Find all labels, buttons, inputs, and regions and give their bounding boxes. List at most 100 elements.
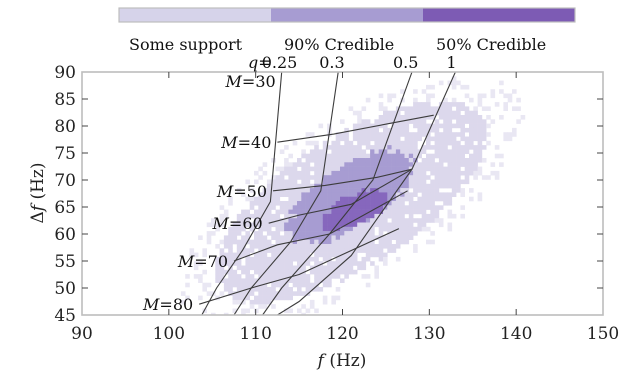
heat-cell	[417, 188, 422, 193]
heat-cell	[309, 188, 315, 193]
heat-cell	[383, 162, 388, 167]
heat-cell	[249, 239, 255, 245]
heat-cell	[378, 192, 384, 197]
heat-cell	[318, 235, 324, 240]
legend-label-90-credible: 90% Credible	[284, 35, 394, 54]
heat-cell	[426, 239, 431, 245]
heat-cell	[236, 239, 242, 245]
heat-cell	[499, 89, 504, 94]
heat-cell	[297, 269, 302, 275]
heat-cell	[438, 192, 444, 197]
heat-cell	[340, 244, 345, 249]
heat-cell	[413, 226, 418, 232]
heat-cell	[348, 192, 354, 197]
heat-cell	[262, 287, 268, 292]
heat-cell	[232, 222, 238, 228]
heat-cell	[266, 209, 272, 215]
heat-cell	[288, 209, 293, 215]
heat-cell	[469, 196, 474, 202]
heat-cell	[236, 248, 242, 253]
heat-cell	[318, 261, 324, 266]
heat-cell	[413, 166, 418, 172]
heat-cell	[387, 235, 392, 240]
heat-cell	[348, 149, 354, 154]
heat-cell	[374, 127, 379, 133]
heat-cell	[335, 179, 341, 185]
heat-cell	[335, 140, 341, 146]
heat-cell	[228, 269, 233, 275]
heat-cell	[335, 188, 341, 193]
heat-cell	[464, 145, 470, 150]
heat-cell	[262, 205, 268, 210]
heat-cell	[301, 213, 306, 219]
heat-cell	[438, 158, 444, 163]
heat-cell	[400, 145, 405, 150]
heat-cell	[430, 170, 435, 176]
heat-cell	[284, 231, 289, 236]
heat-cell	[404, 218, 410, 223]
heat-cell	[438, 110, 444, 116]
heat-cell	[223, 209, 229, 215]
heat-cell	[241, 226, 246, 232]
heat-cell	[301, 274, 306, 279]
heat-cell	[387, 149, 392, 154]
heat-cell	[322, 231, 328, 236]
heat-cell	[430, 136, 435, 142]
heat-cell	[340, 205, 345, 210]
heat-cell	[357, 149, 362, 154]
heat-cell	[198, 278, 203, 283]
heat-cell	[262, 196, 268, 202]
heat-cell	[378, 188, 384, 193]
heat-cell	[456, 170, 461, 176]
heat-cell	[344, 153, 349, 159]
heat-cell	[219, 265, 225, 271]
heat-cell	[322, 295, 328, 301]
heat-cell	[417, 226, 422, 232]
heat-cell	[331, 170, 336, 176]
heat-cell	[262, 192, 268, 197]
heat-cell	[352, 218, 358, 223]
heat-cell	[288, 256, 293, 262]
heat-cell	[232, 239, 238, 245]
heat-cell	[451, 158, 457, 163]
heat-cell	[434, 179, 440, 185]
heat-cell	[262, 201, 268, 206]
heat-cell	[262, 295, 268, 301]
heat-cell	[254, 239, 259, 245]
heat-cell	[443, 175, 448, 180]
heat-cell	[387, 213, 392, 219]
heat-cell	[378, 175, 384, 180]
heat-cell	[322, 166, 328, 172]
heat-cell	[309, 269, 315, 275]
heat-cell	[232, 274, 238, 279]
heat-cell	[245, 265, 250, 271]
heat-cell	[331, 192, 336, 197]
heat-cell	[421, 222, 427, 228]
heat-cell	[400, 106, 405, 111]
heat-cell	[413, 170, 418, 176]
heat-cell	[314, 226, 319, 232]
heat-cell	[365, 231, 371, 236]
heat-cell	[426, 93, 431, 99]
m-label: M=60	[212, 214, 263, 233]
heat-cell	[378, 213, 384, 219]
heat-cell	[262, 226, 268, 232]
heat-cell	[297, 235, 302, 240]
heat-cell	[464, 158, 470, 163]
heat-cell	[288, 179, 293, 185]
heat-cell	[275, 213, 281, 219]
heat-cell	[297, 231, 302, 236]
heat-cell	[408, 213, 414, 219]
heat-cell	[408, 140, 414, 146]
heat-cell	[456, 166, 461, 172]
heat-cell	[365, 119, 371, 124]
heat-cell	[318, 192, 324, 197]
heat-cell	[387, 115, 392, 120]
heat-cell	[258, 192, 263, 197]
heat-cell	[241, 299, 246, 305]
heat-cell	[464, 179, 470, 185]
heat-cell	[473, 106, 478, 111]
heat-cell	[352, 235, 358, 240]
heat-cell	[262, 265, 268, 271]
heat-cell	[258, 205, 263, 210]
